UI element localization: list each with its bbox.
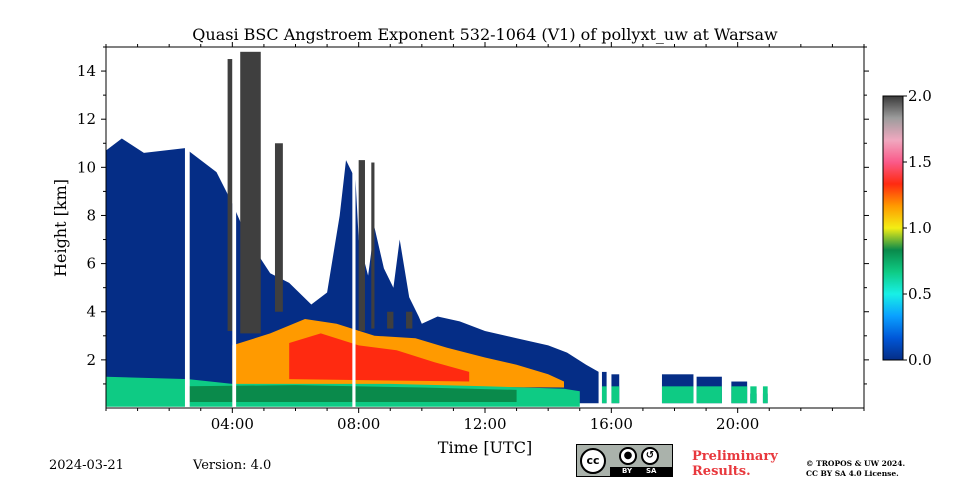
high-ae-column-1 xyxy=(227,59,233,331)
license-by-label: BY xyxy=(622,467,633,475)
high-ae-column-6 xyxy=(387,311,394,329)
colorbar-tick-label-0.0: 0.0 xyxy=(908,351,932,369)
high-ae-column-4 xyxy=(358,160,365,331)
x-axis-label: Time [UTC] xyxy=(438,438,532,457)
colorbar: 0.0 0.5 1.0 1.5 2.0 xyxy=(882,87,932,369)
share-alike-icon: ↺ xyxy=(641,447,659,465)
data-gap-1 xyxy=(184,47,190,408)
y-tick-label-4: 4 xyxy=(86,303,96,321)
data-gap-2 xyxy=(232,47,237,408)
cc-logo-icon: cc xyxy=(580,448,606,474)
late-segment-surface-7 xyxy=(762,386,768,404)
late-segment-surface-6 xyxy=(750,386,757,404)
colorbar-tick-label-0.5: 0.5 xyxy=(908,285,932,303)
x-tick-label-2000: 20:00 xyxy=(716,415,759,433)
high-ae-column-5 xyxy=(371,162,375,329)
high-ae-column-7 xyxy=(406,311,413,329)
preliminary-line-1: Preliminary xyxy=(692,449,778,464)
plot-area xyxy=(105,46,865,409)
colorbar-tick-label-1.5: 1.5 xyxy=(908,153,932,171)
license-badge[interactable]: cc ● ↺ BY SA xyxy=(576,444,673,477)
by-person-icon: ● xyxy=(619,447,637,465)
data-gap-4 xyxy=(598,47,602,408)
y-tick-label-12: 12 xyxy=(77,110,96,128)
colorbar-tick-label-2.0: 2.0 xyxy=(908,87,932,105)
footer-date: 2024-03-21 xyxy=(49,458,124,473)
y-tick-label-2: 2 xyxy=(86,351,96,369)
late-segment-surface-3 xyxy=(661,386,694,404)
copyright-note: © TROPOS & UW 2024. CC BY SA 4.0 License… xyxy=(806,459,905,479)
footer-version: Version: 4.0 xyxy=(193,458,272,473)
late-segment-surface-1 xyxy=(601,386,607,404)
y-tick-label-10: 10 xyxy=(77,158,96,176)
colorbar-tick-label-1.0: 1.0 xyxy=(908,219,932,237)
colorbar-ticks: 0.0 0.5 1.0 1.5 2.0 xyxy=(903,87,932,369)
x-tick-label-1200: 12:00 xyxy=(463,415,506,433)
preliminary-line-2: Results. xyxy=(692,464,751,479)
x-tick-label-0800: 08:00 xyxy=(337,415,380,433)
copyright-line-2: CC BY SA 4.0 License. xyxy=(806,469,899,478)
late-segment-surface-2 xyxy=(611,386,620,404)
region-surface-band xyxy=(188,385,517,402)
y-tick-label-8: 8 xyxy=(86,206,96,224)
axis-layer: 04:00 08:00 12:00 16:00 20:00 2 4 6 8 10 12 14 xyxy=(77,42,869,433)
license-sa-label: SA xyxy=(646,467,657,475)
preliminary-results-note: Preliminary Results. xyxy=(692,449,778,479)
heatmap-layer xyxy=(106,47,768,408)
region-mixed-layer-core xyxy=(289,333,470,382)
data-gap-6 xyxy=(620,47,662,408)
copyright-line-1: © TROPOS & UW 2024. xyxy=(806,459,906,468)
data-gap-5 xyxy=(608,47,612,408)
late-segment-surface-4 xyxy=(696,386,722,404)
y-tick-label-14: 14 xyxy=(77,62,96,80)
y-tick-label-6: 6 xyxy=(86,255,96,273)
data-gap-3 xyxy=(352,47,356,408)
late-segment-surface-5 xyxy=(731,386,748,404)
x-tick-label-0400: 04:00 xyxy=(211,415,254,433)
x-tick-label-1600: 16:00 xyxy=(590,415,633,433)
high-ae-column-3 xyxy=(274,143,283,312)
colorbar-gradient xyxy=(882,95,904,361)
y-axis-label: Height [km] xyxy=(51,179,70,277)
license-band: BY SA xyxy=(610,467,672,476)
high-ae-column-2 xyxy=(240,51,261,334)
chart-title: Quasi BSC Angstroem Exponent 532-1064 (V… xyxy=(192,25,778,44)
